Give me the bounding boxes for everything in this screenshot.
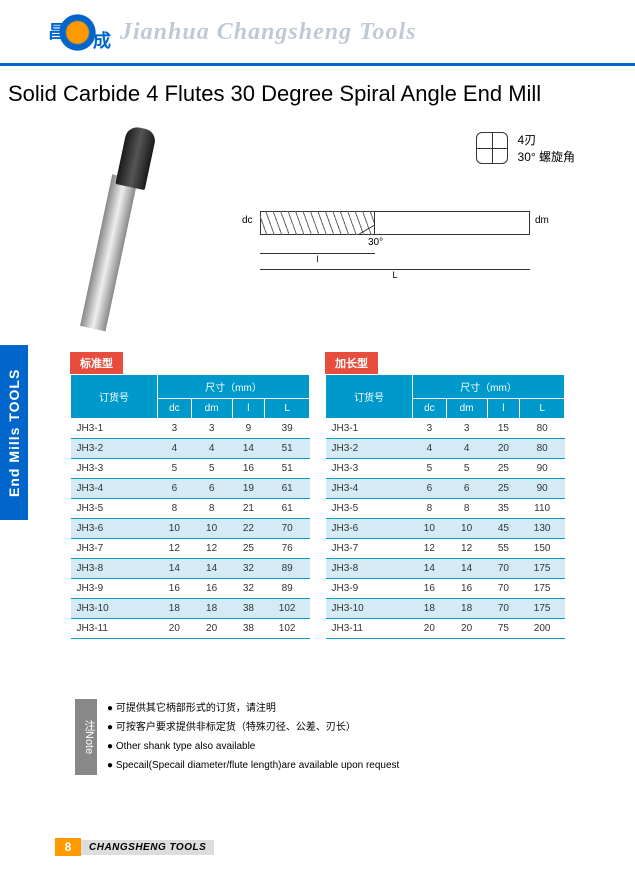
table-row: JH3-610102270 — [71, 519, 310, 539]
table-row: JH3-11202075200 — [326, 619, 565, 639]
col-l: l — [487, 399, 520, 419]
col-dc: dc — [158, 399, 192, 419]
table-row: JH3-6101045130 — [326, 519, 565, 539]
angle-label: 30° — [368, 237, 383, 248]
table-row: JH3-916163289 — [71, 579, 310, 599]
table-extended: 加长型 订货号尺寸（mm） dcdmlL JH3-1331580JH3-2442… — [325, 352, 565, 639]
table1-badge: 标准型 — [70, 352, 123, 374]
table-row: JH3-4661961 — [71, 479, 310, 499]
note-item: 可按客户要求提供非标定货（特殊刃径、公差、刃长） — [107, 718, 399, 737]
col-dm: dm — [191, 399, 232, 419]
sidebar-label: End Mills TOOLS — [0, 345, 28, 520]
table-row: JH3-2442080 — [326, 439, 565, 459]
dim-dm: dm — [535, 215, 549, 226]
col-dim: 尺寸（mm） — [413, 375, 565, 399]
table-row: JH3-7121255150 — [326, 539, 565, 559]
note-badge: 注Note — [75, 699, 97, 775]
brand-name: Jianhua Changsheng Tools — [120, 19, 417, 46]
tool-photo — [60, 122, 210, 332]
table2-badge: 加长型 — [325, 352, 378, 374]
col-dim: 尺寸（mm） — [158, 375, 310, 399]
logo-icon — [50, 10, 105, 55]
note-item: 可提供其它柄部形式的订货，请注明 — [107, 699, 399, 718]
note-list: 可提供其它柄部形式的订货，请注明可按客户要求提供非标定货（特殊刃径、公差、刃长）… — [107, 699, 399, 775]
page-number: 8 — [55, 838, 81, 856]
header: Jianhua Changsheng Tools — [0, 0, 635, 66]
table-row: JH3-8141470175 — [326, 559, 565, 579]
dim-dc: dc — [242, 215, 253, 226]
table-row: JH3-1331580 — [326, 419, 565, 439]
col-L: L — [265, 399, 310, 419]
col-L: L — [520, 399, 565, 419]
page-title: Solid Carbide 4 Flutes 30 Degree Spiral … — [0, 66, 635, 117]
note-item: Specail(Specail diameter/flute length)ar… — [107, 756, 399, 775]
table-row: JH3-814143289 — [71, 559, 310, 579]
notes-section: 注Note 可提供其它柄部形式的订货，请注明可按客户要求提供非标定货（特殊刃径、… — [0, 639, 635, 795]
diagram-section: 4刃 30° 螺旋角 dc 30° dm l L — [0, 117, 635, 352]
technical-drawing: 4刃 30° 螺旋角 dc 30° dm l L — [240, 122, 575, 291]
table-standard: 标准型 订货号尺寸（mm） dcdmlL JH3-133939JH3-24414… — [70, 352, 310, 639]
note-item: Other shank type also available — [107, 737, 399, 756]
table-row: JH3-2441451 — [71, 439, 310, 459]
col-order: 订货号 — [71, 375, 158, 419]
table-row: JH3-9161670175 — [326, 579, 565, 599]
spec-table-2: 订货号尺寸（mm） dcdmlL JH3-1331580JH3-2442080J… — [325, 374, 565, 639]
table-row: JH3-4662590 — [326, 479, 565, 499]
table-row: JH3-58835110 — [326, 499, 565, 519]
col-dm: dm — [446, 399, 487, 419]
side-view-drawing: dc 30° dm l L — [240, 191, 575, 291]
col-dc: dc — [413, 399, 447, 419]
table-row: JH3-5882161 — [71, 499, 310, 519]
table-row: JH3-10181870175 — [326, 599, 565, 619]
dim-L-line: L — [260, 269, 530, 280]
table-row: JH3-712122576 — [71, 539, 310, 559]
col-l: l — [232, 399, 265, 419]
dim-l-line: l — [260, 253, 375, 264]
spec-table-1: 订货号尺寸（mm） dcdmlL JH3-133939JH3-2441451JH… — [70, 374, 310, 639]
table-row: JH3-11202038102 — [71, 619, 310, 639]
footer-label: CHANGSHENG TOOLS — [81, 840, 214, 855]
col-order: 订货号 — [326, 375, 413, 419]
footer: 8 CHANGSHENG TOOLS — [55, 838, 214, 856]
tech-spec-label: 4刃 30° 螺旋角 — [518, 132, 575, 166]
table-row: JH3-3552590 — [326, 459, 565, 479]
table-row: JH3-133939 — [71, 419, 310, 439]
table-row: JH3-10181838102 — [71, 599, 310, 619]
cross-section-icon — [476, 132, 508, 164]
tables-section: 标准型 订货号尺寸（mm） dcdmlL JH3-133939JH3-24414… — [0, 352, 635, 639]
table-row: JH3-3551651 — [71, 459, 310, 479]
